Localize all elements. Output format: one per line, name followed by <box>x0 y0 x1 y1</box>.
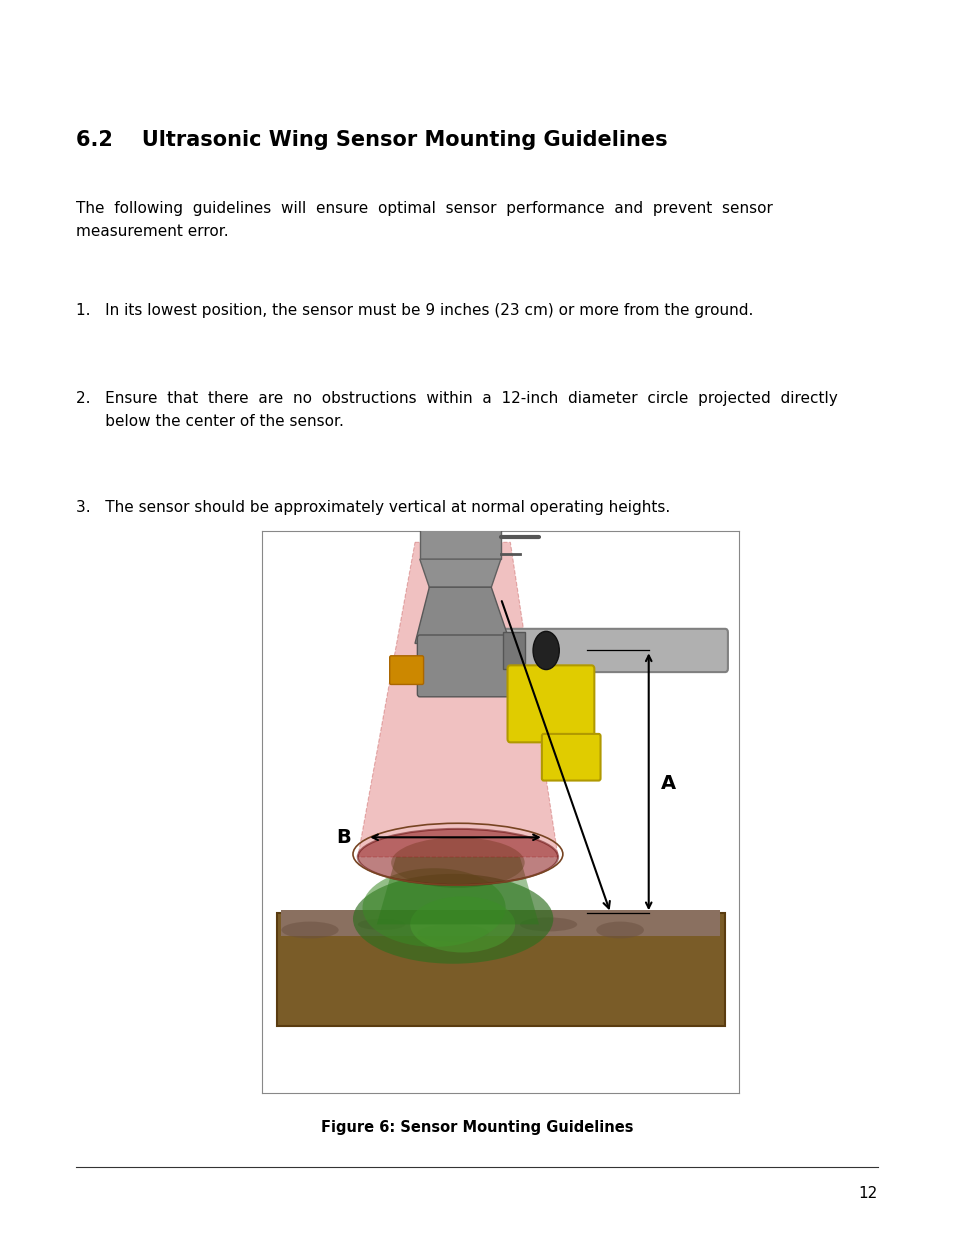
Text: B: B <box>335 827 351 847</box>
FancyBboxPatch shape <box>389 656 423 684</box>
FancyBboxPatch shape <box>541 734 600 781</box>
Ellipse shape <box>362 868 505 947</box>
Polygon shape <box>503 632 524 668</box>
Ellipse shape <box>357 919 405 930</box>
FancyBboxPatch shape <box>507 666 594 742</box>
FancyBboxPatch shape <box>502 629 727 672</box>
Ellipse shape <box>353 874 553 963</box>
Ellipse shape <box>519 918 577 931</box>
Ellipse shape <box>596 921 643 939</box>
Polygon shape <box>276 913 724 1025</box>
FancyBboxPatch shape <box>416 635 513 697</box>
Polygon shape <box>419 520 500 559</box>
Ellipse shape <box>417 924 488 941</box>
Polygon shape <box>281 910 720 936</box>
Ellipse shape <box>410 897 515 952</box>
Polygon shape <box>376 857 538 924</box>
Text: 3.   The sensor should be approximately vertical at normal operating heights.: 3. The sensor should be approximately ve… <box>76 500 670 515</box>
Ellipse shape <box>533 631 558 669</box>
Polygon shape <box>357 542 558 857</box>
Polygon shape <box>419 559 500 588</box>
Text: A: A <box>659 774 675 793</box>
Text: 1.   In its lowest position, the sensor must be 9 inches (23 cm) or more from th: 1. In its lowest position, the sensor mu… <box>76 303 753 317</box>
Text: 12: 12 <box>858 1186 877 1200</box>
Ellipse shape <box>391 837 524 888</box>
Polygon shape <box>415 588 510 643</box>
Text: 6.2    Ultrasonic Wing Sensor Mounting Guidelines: 6.2 Ultrasonic Wing Sensor Mounting Guid… <box>76 130 667 149</box>
Text: The  following  guidelines  will  ensure  optimal  sensor  performance  and  pre: The following guidelines will ensure opt… <box>76 201 772 238</box>
Text: Figure 6: Sensor Mounting Guidelines: Figure 6: Sensor Mounting Guidelines <box>320 1120 633 1135</box>
Ellipse shape <box>357 829 558 885</box>
Text: 2.   Ensure  that  there  are  no  obstructions  within  a  12-inch  diameter  c: 2. Ensure that there are no obstructions… <box>76 391 837 429</box>
Ellipse shape <box>281 921 338 939</box>
